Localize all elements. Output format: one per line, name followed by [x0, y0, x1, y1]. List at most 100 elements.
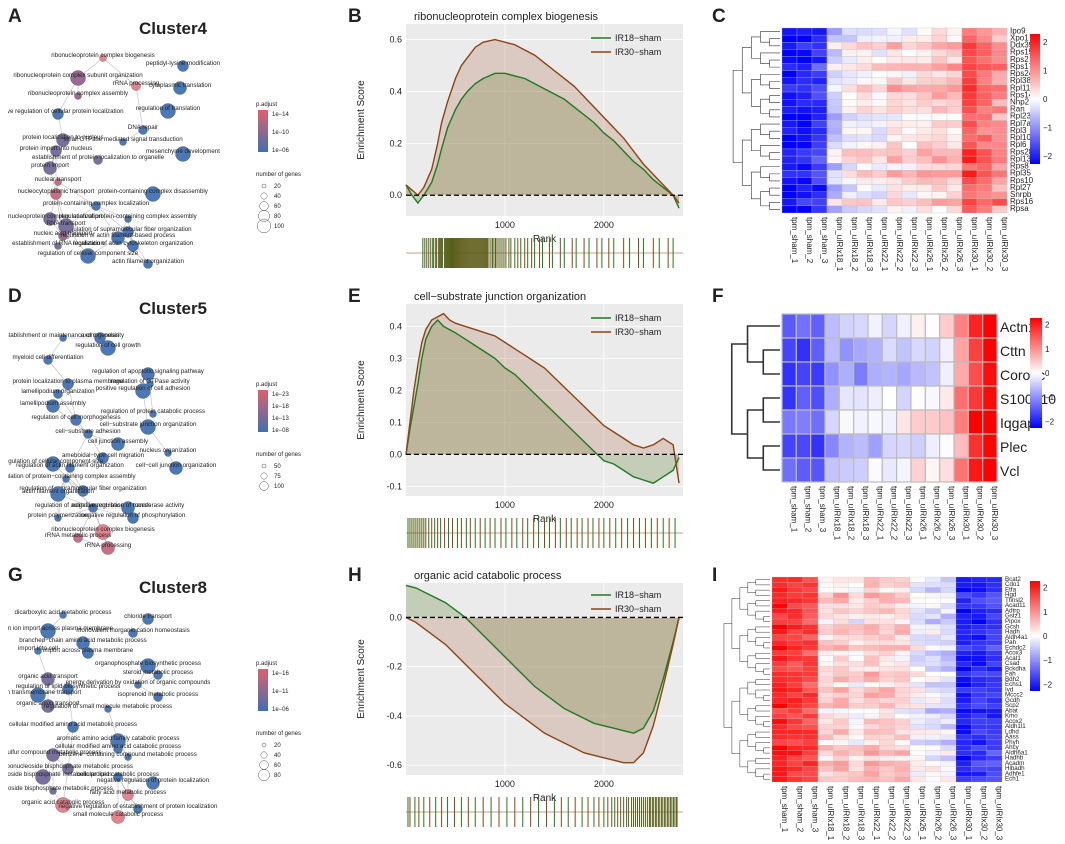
heatmap-cell	[940, 745, 957, 751]
heatmap-cell	[940, 613, 957, 620]
heatmap-cell	[841, 84, 858, 93]
heatmap-cell	[863, 650, 880, 656]
heatmap-cell	[856, 163, 873, 171]
heatmap-row-label: Hadhb	[1005, 755, 1024, 762]
network-node	[52, 108, 64, 120]
heatmap-cell	[925, 618, 941, 625]
heatmap-cell	[961, 184, 978, 192]
network-node	[99, 54, 107, 62]
heatmap-cell	[894, 639, 911, 646]
heatmap-cell	[771, 582, 788, 588]
heatmap-cell	[925, 703, 941, 709]
heatmap-cell	[961, 77, 978, 86]
heatmap-cell	[838, 313, 855, 339]
network-node-label: regulation of translation	[136, 105, 201, 112]
heatmap-cell	[796, 127, 813, 135]
heatmap-cell	[986, 776, 1003, 783]
series-area	[406, 39, 680, 204]
heatmap-cell	[971, 682, 987, 688]
y-axis-label: Enrichment Score	[356, 639, 367, 719]
heatmap-col-label: tpm_uIRIx18_2	[841, 786, 850, 841]
heatmap-cell	[909, 776, 926, 783]
heatmap-cell	[909, 597, 926, 604]
heatmap-cell	[916, 141, 933, 150]
heatmap-cell	[802, 745, 819, 751]
heatmap-cell	[896, 433, 912, 459]
heatmap-cell	[925, 766, 941, 772]
heatmap-cell	[811, 205, 828, 214]
heatmap-col-label: tpm_uIRIx18_1	[835, 217, 844, 272]
heatmap-row-label: Echs1	[1005, 681, 1023, 688]
heatmap-cell	[909, 718, 926, 725]
heatmap-col-label: tpm_uIRIx18_3	[857, 786, 866, 841]
padjust-colorbar	[258, 110, 268, 152]
heatmap-cell	[856, 99, 873, 107]
heatmap-cell	[916, 127, 933, 135]
heatmap-cell	[909, 713, 926, 720]
heatmap-cell	[811, 34, 828, 43]
heatmap-cell	[955, 608, 972, 614]
dendrogram-branch	[769, 152, 780, 160]
heatmap-cell	[833, 639, 849, 646]
heatmap-cell	[909, 645, 926, 651]
heatmap-cell	[940, 692, 957, 698]
heatmap-cell	[940, 713, 957, 720]
heatmap-cell	[796, 34, 813, 43]
heatmap-cell	[931, 84, 948, 93]
heatmap-cell	[991, 205, 1008, 214]
heatmap-cell	[787, 603, 803, 609]
colorbar-tick-label: 1	[1043, 66, 1048, 75]
heatmap-cell	[976, 56, 993, 64]
network-node-label: regulation of apoptotic signaling pathwa…	[92, 368, 205, 375]
heatmap-cell	[856, 127, 873, 135]
dendrogram-branch	[747, 708, 756, 721]
heatmap-cell	[976, 77, 993, 86]
heatmap-cell	[824, 433, 840, 459]
heatmap-cell	[802, 739, 819, 746]
heatmap-cell	[946, 120, 963, 128]
heatmap-cell	[856, 141, 873, 150]
colorbar-tick-label: −1	[1045, 393, 1055, 402]
heatmap-cell	[901, 70, 918, 78]
heatmap-row-label: Acat1	[1005, 655, 1021, 662]
heatmap-cell	[787, 666, 803, 672]
network-node-label: nucleic acid transport	[34, 230, 93, 237]
network-node	[134, 681, 142, 689]
heatmap-cell	[986, 624, 1003, 630]
heatmap-cell	[781, 99, 798, 107]
heatmap-cell	[940, 639, 957, 646]
dendrogram-branch	[760, 52, 780, 64]
network-node-label: rRNA metabolic process	[45, 532, 111, 539]
network-node	[62, 683, 74, 695]
network-node-label: regulation of cell growth	[75, 342, 141, 349]
panel-letter-D: D	[8, 286, 22, 307]
size-legend-label: 60	[274, 763, 281, 769]
heatmap-cell	[879, 734, 895, 741]
heatmap-cell	[787, 597, 803, 604]
heatmap-cell	[881, 361, 898, 387]
network-node-label: lamellipodium assembly	[20, 400, 87, 407]
heatmap-cell	[955, 603, 972, 609]
heatmap-cell	[787, 608, 803, 614]
heatmap-cell	[955, 582, 972, 588]
heatmap-cell	[863, 624, 880, 630]
network-node	[43, 161, 57, 175]
network-edge	[102, 57, 137, 87]
network-node-label: axonogenesis	[81, 332, 119, 339]
heatmap-cell	[894, 755, 911, 762]
size-legend-circle	[260, 751, 268, 759]
heatmap-cell	[991, 127, 1008, 135]
heatmap-cell	[787, 692, 803, 698]
heatmap-cell	[896, 337, 912, 363]
network-node-label: organophosphate biosynthetic process	[95, 660, 201, 667]
dendrogram-branch	[730, 343, 748, 435]
heatmap-cell	[909, 582, 926, 588]
heatmap-cell	[841, 99, 858, 107]
dendrogram-branch	[723, 623, 732, 728]
heatmap-cell	[901, 141, 918, 150]
heatmap-row-label: Acox3	[1005, 650, 1023, 657]
colorbar-tick-label: 2	[1043, 584, 1048, 593]
heatmap-cell	[811, 56, 828, 64]
heatmap-cell	[771, 766, 788, 772]
